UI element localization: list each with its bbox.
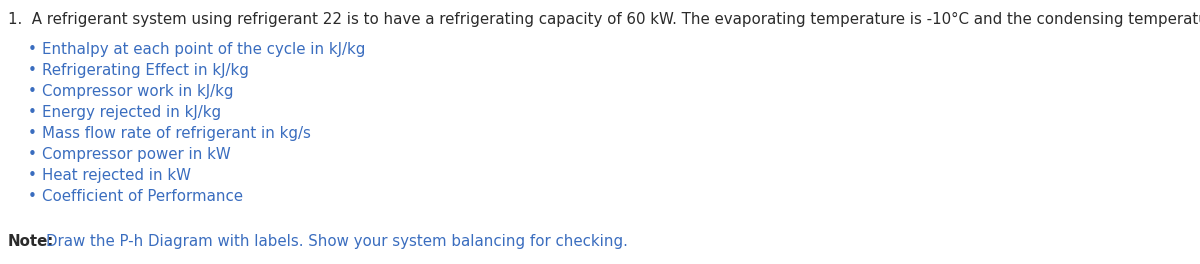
Text: Note:: Note: bbox=[8, 234, 54, 249]
Text: 1.  A refrigerant system using refrigerant 22 is to have a refrigerating capacit: 1. A refrigerant system using refrigeran… bbox=[8, 12, 1200, 27]
Text: •: • bbox=[28, 105, 37, 120]
Text: Compressor work in kJ/kg: Compressor work in kJ/kg bbox=[42, 84, 234, 99]
Text: Coefficient of Performance: Coefficient of Performance bbox=[42, 189, 242, 204]
Text: •: • bbox=[28, 147, 37, 162]
Text: Heat rejected in kW: Heat rejected in kW bbox=[42, 168, 191, 183]
Text: •: • bbox=[28, 168, 37, 183]
Text: •: • bbox=[28, 84, 37, 99]
Text: •: • bbox=[28, 126, 37, 141]
Text: •: • bbox=[28, 42, 37, 57]
Text: Energy rejected in kJ/kg: Energy rejected in kJ/kg bbox=[42, 105, 221, 120]
Text: •: • bbox=[28, 63, 37, 78]
Text: Compressor power in kW: Compressor power in kW bbox=[42, 147, 230, 162]
Text: •: • bbox=[28, 189, 37, 204]
Text: Mass flow rate of refrigerant in kg/s: Mass flow rate of refrigerant in kg/s bbox=[42, 126, 311, 141]
Text: Draw the P-h Diagram with labels. Show your system balancing for checking.: Draw the P-h Diagram with labels. Show y… bbox=[46, 234, 628, 249]
Text: Refrigerating Effect in kJ/kg: Refrigerating Effect in kJ/kg bbox=[42, 63, 248, 78]
Text: Enthalpy at each point of the cycle in kJ/kg: Enthalpy at each point of the cycle in k… bbox=[42, 42, 365, 57]
